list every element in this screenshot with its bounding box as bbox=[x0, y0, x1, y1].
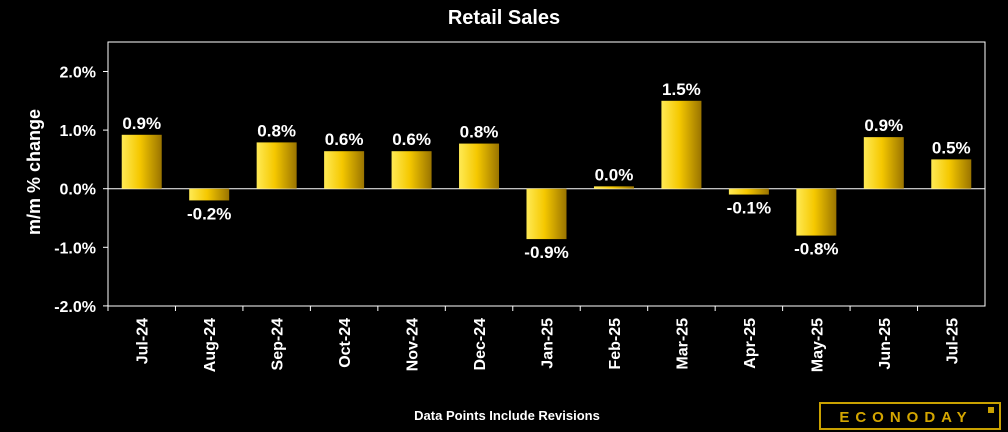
y-tick-label: 0.0% bbox=[60, 182, 96, 199]
bar-jun-25 bbox=[863, 137, 904, 189]
x-tick-label-feb-25: Feb-25 bbox=[607, 318, 624, 370]
bar-dec-24 bbox=[459, 143, 500, 189]
x-tick-label-dec-24: Dec-24 bbox=[472, 318, 489, 371]
data-label-feb-25: 0.0% bbox=[595, 165, 634, 184]
footnote: Data Points Include Revisions bbox=[414, 408, 600, 423]
x-tick-label-apr-25: Apr-25 bbox=[742, 318, 759, 369]
bar-jul-25 bbox=[931, 159, 972, 189]
x-axis-ticks: Jul-24 Aug-24 Sep-24 Oct-24 Nov-24 Dec-24 Jan-… bbox=[107, 306, 961, 372]
y-axis-label: m/m % change bbox=[24, 109, 44, 235]
bar-apr-25 bbox=[728, 188, 769, 195]
data-label-jan-25: -0.9% bbox=[524, 243, 568, 262]
x-tick-label-sep-24: Sep-24 bbox=[270, 318, 287, 371]
y-tick-label: 1.0% bbox=[60, 123, 96, 140]
data-label-jul-25: 0.5% bbox=[932, 138, 971, 157]
y-axis-ticks: 2.0% 1.0% 0.0% -1.0% -2.0% bbox=[54, 65, 108, 316]
x-tick-label-jul-24: Jul-24 bbox=[135, 318, 152, 364]
bar-mar-25 bbox=[661, 100, 702, 189]
x-tick-label-oct-24: Oct-24 bbox=[337, 318, 354, 368]
y-tick-label: -1.0% bbox=[54, 240, 96, 257]
x-tick-label-jan-25: Jan-25 bbox=[540, 318, 557, 369]
bar-oct-24 bbox=[324, 151, 365, 189]
x-tick-label-aug-24: Aug-24 bbox=[202, 318, 219, 372]
x-tick-label-mar-25: Mar-25 bbox=[674, 318, 691, 370]
bar-aug-24 bbox=[189, 188, 230, 201]
bar-jan-25 bbox=[526, 188, 567, 240]
data-label-mar-25: 1.5% bbox=[662, 80, 701, 99]
data-label-nov-24: 0.6% bbox=[392, 130, 431, 149]
bar-may-25 bbox=[796, 188, 837, 236]
y-tick-label: -2.0% bbox=[54, 299, 96, 316]
data-label-dec-24: 0.8% bbox=[460, 123, 499, 142]
x-tick-label-jul-25: Jul-25 bbox=[944, 318, 961, 364]
bar-jul-24 bbox=[121, 134, 162, 189]
bar-nov-24 bbox=[391, 151, 432, 189]
data-label-jul-24: 0.9% bbox=[122, 114, 161, 133]
plot-area bbox=[107, 41, 986, 307]
data-label-jun-25: 0.9% bbox=[864, 116, 903, 135]
data-label-aug-24: -0.2% bbox=[187, 204, 231, 223]
y-tick-label: 2.0% bbox=[60, 65, 96, 82]
data-label-oct-24: 0.6% bbox=[325, 130, 364, 149]
econoday-logo: ECONODAY bbox=[819, 402, 1001, 430]
x-tick-label-may-25: May-25 bbox=[809, 318, 826, 372]
bar-feb-25 bbox=[593, 186, 634, 189]
logo-text: ECONODAY bbox=[839, 409, 972, 426]
x-tick-label-jun-25: Jun-25 bbox=[877, 318, 894, 370]
bars-group bbox=[121, 100, 972, 240]
data-label-apr-25: -0.1% bbox=[727, 199, 771, 218]
data-labels-group: 0.9% -0.2% 0.8% 0.6% 0.6% 0.8% -0.9% 0.0% 1.5% -0… bbox=[122, 80, 970, 262]
data-label-may-25: -0.8% bbox=[794, 240, 838, 259]
chart-title: Retail Sales bbox=[448, 7, 560, 29]
x-tick-label-nov-24: Nov-24 bbox=[405, 318, 422, 371]
bar-sep-24 bbox=[256, 142, 297, 189]
data-label-sep-24: 0.8% bbox=[257, 121, 296, 140]
